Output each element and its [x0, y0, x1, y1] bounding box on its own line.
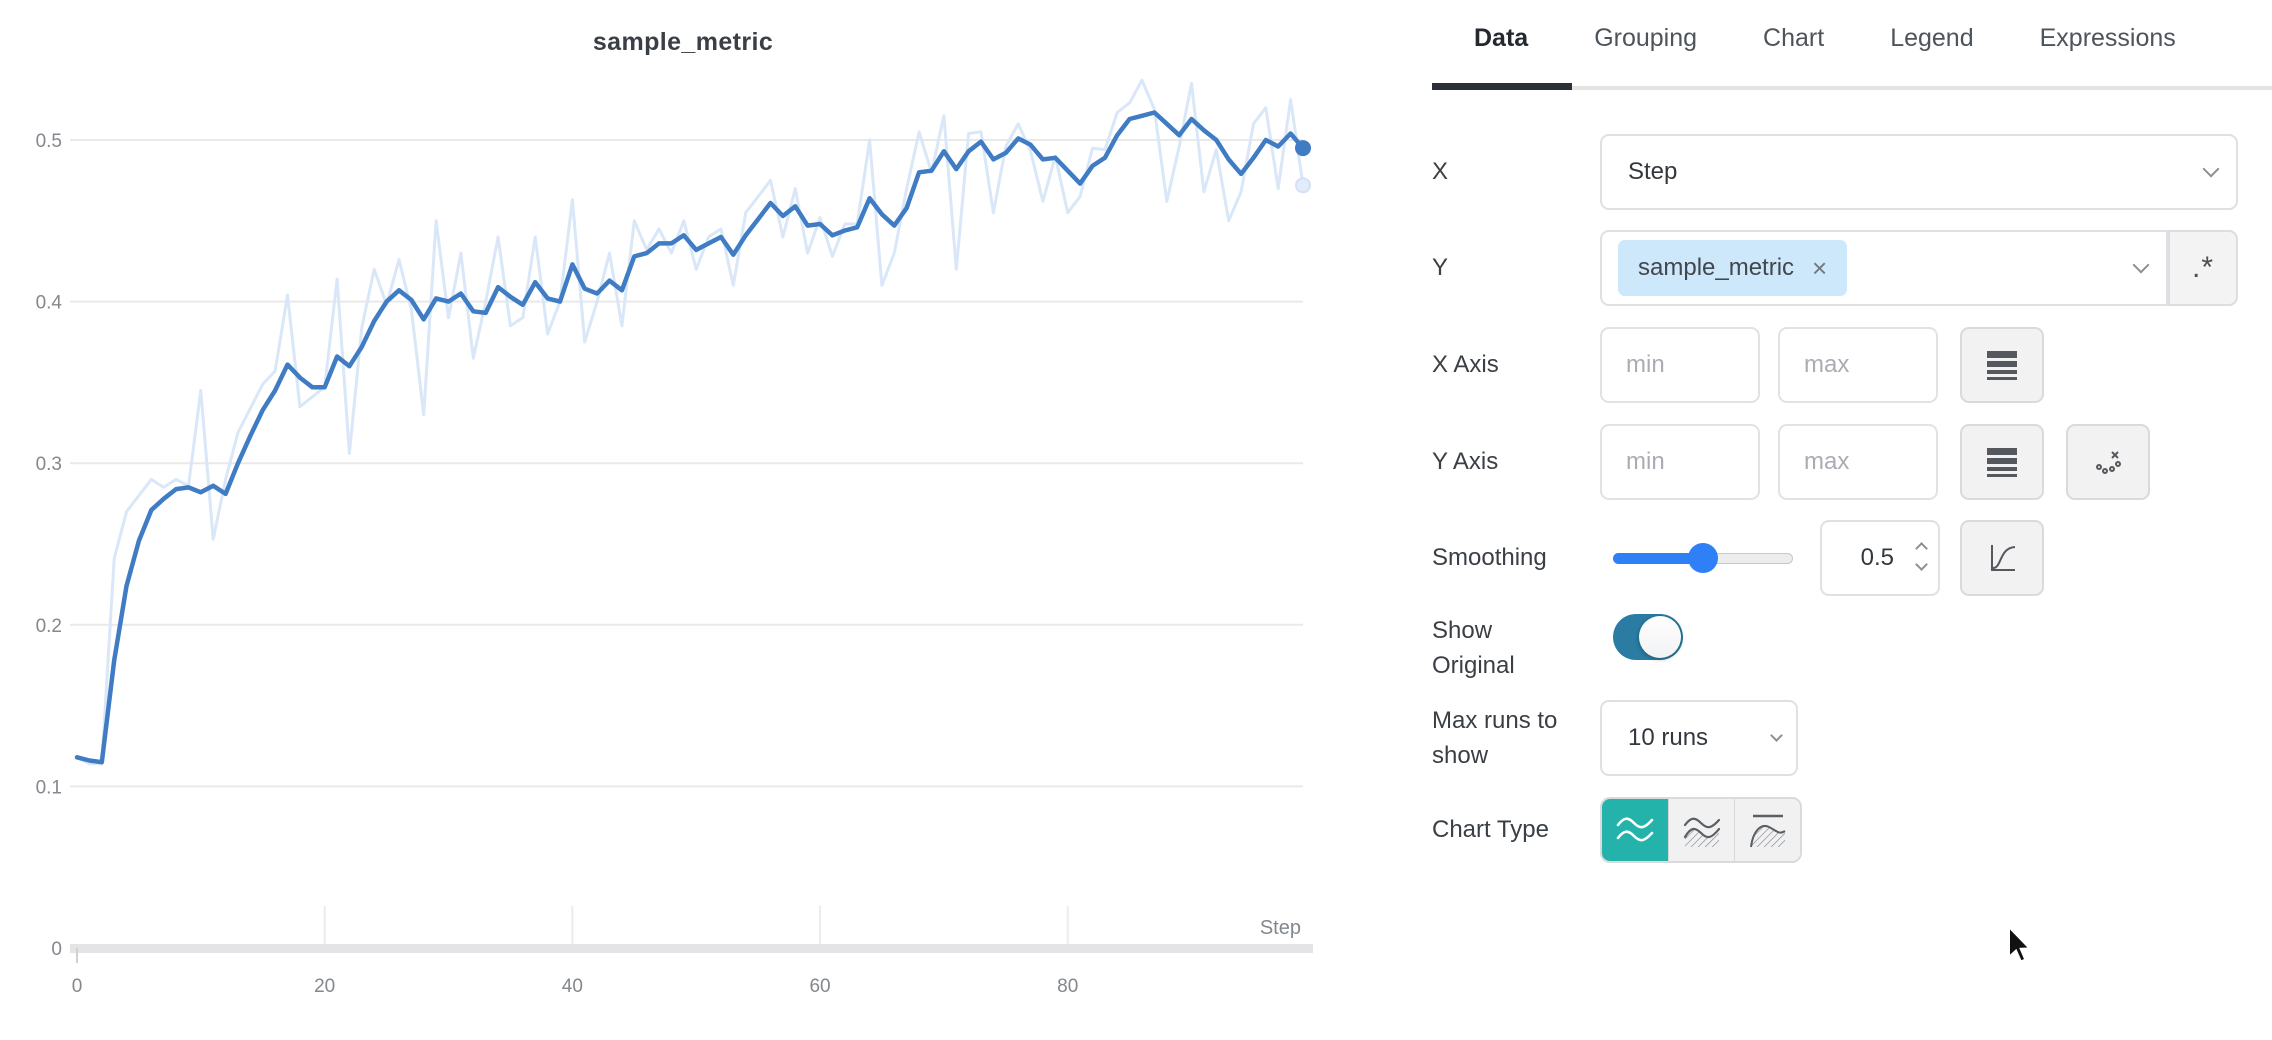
x-tick-label: 60	[809, 976, 830, 997]
smoothing-curve-icon	[1991, 545, 2016, 571]
metric-line-chart[interactable]: 0 0.1 0.2 0.3 0.4 0.5 0 20 40 60 80 Step	[0, 0, 1400, 1040]
slider-knob[interactable]	[1688, 543, 1718, 573]
show-original-label: Show Original	[1432, 617, 1515, 679]
tab-chart[interactable]: Chart	[1763, 24, 1825, 52]
slider-fill	[1613, 553, 1703, 564]
smoothing-stepper	[1904, 541, 1938, 573]
tab-expressions[interactable]: Expressions	[2039, 24, 2176, 52]
x-axis-title: Step	[1260, 917, 1301, 939]
row-show-original: Show Original	[1432, 608, 2272, 698]
y-tick-label: 0.2	[36, 616, 62, 637]
tab-underline	[1432, 86, 2272, 90]
remove-metric-icon[interactable]: ×	[1812, 253, 1828, 283]
row-smoothing: Smoothing 0.5	[1432, 520, 2272, 596]
stepper-down-icon[interactable]	[1914, 557, 1928, 571]
row-y: Y sample_metric × .*	[1432, 230, 2272, 306]
chart-type-area-button[interactable]	[1668, 799, 1734, 861]
row-y-axis: Y Axis	[1432, 424, 2272, 500]
y-axis-label: Y Axis	[1432, 448, 1499, 475]
y-tick-label: 0.5	[36, 131, 62, 152]
mouse-cursor	[2008, 926, 2032, 963]
chevron-down-icon	[2116, 256, 2166, 274]
y-label: Y	[1432, 254, 1449, 281]
line-plot-icon	[1616, 817, 1654, 842]
chart-type-group	[1600, 797, 1802, 863]
x-tick-label: 40	[562, 976, 583, 997]
ignore-outliers-icon	[2096, 451, 2121, 474]
chevron-down-icon	[2186, 160, 2236, 178]
metric-chip[interactable]: sample_metric ×	[1618, 240, 1848, 296]
y-tick-label: 0.1	[36, 777, 62, 798]
row-chart-type: Chart Type	[1432, 797, 2272, 863]
tab-data[interactable]: Data	[1474, 24, 1529, 52]
y-metric-select[interactable]: sample_metric ×	[1600, 230, 2168, 306]
percentile-plot-icon	[1749, 814, 1786, 848]
max-runs-label: Max runs to show	[1432, 707, 1558, 769]
smoothing-value: 0.5	[1860, 544, 1894, 571]
x-axis-log-scale-button[interactable]	[1960, 327, 2044, 403]
ignore-outliers-button[interactable]	[2066, 424, 2150, 500]
x-axis-line	[70, 944, 1313, 953]
chart-title: sample_metric	[592, 28, 774, 56]
log-scale-icon	[1987, 447, 2017, 477]
log-scale-icon	[1987, 350, 2017, 380]
x-metric-select[interactable]: Step	[1600, 134, 2238, 210]
x-axis-max-input[interactable]	[1778, 327, 1938, 403]
y-tick-label: 0.4	[36, 293, 63, 314]
toggle-knob	[1639, 616, 1681, 658]
smoothing-label: Smoothing	[1432, 544, 1547, 571]
area-plot-icon	[1683, 817, 1720, 847]
original-endpoint-dot	[1295, 177, 1311, 194]
x-tick-label: 20	[314, 976, 335, 997]
tab-grouping[interactable]: Grouping	[1594, 24, 1698, 52]
row-x: X Step	[1432, 134, 2272, 210]
max-runs-value: 10 runs	[1628, 724, 1709, 751]
chevron-down-icon	[1756, 728, 1796, 742]
smoothing-slider[interactable]	[1613, 543, 1793, 573]
x-axis-label: X Axis	[1432, 351, 1499, 378]
metric-chip-label: sample_metric	[1638, 254, 1795, 281]
chart-panel: sample_metric 0 0.1 0.2 0.3 0.4 0.5 0 20 40 60 80 S…	[0, 0, 1400, 1040]
x-axis-min-input[interactable]	[1600, 327, 1760, 403]
y-axis-max-input[interactable]	[1778, 424, 1938, 500]
row-x-axis: X Axis	[1432, 327, 2272, 403]
smoothed-endpoint-dot	[1295, 140, 1311, 157]
x-label: X	[1432, 158, 1449, 185]
x-tick-label: 80	[1057, 976, 1078, 997]
smoothing-type-button[interactable]	[1960, 520, 2044, 596]
row-max-runs: Max runs to show 10 runs	[1432, 700, 2272, 776]
x-tick-label: 0	[72, 976, 83, 997]
y-axis-min-input[interactable]	[1600, 424, 1760, 500]
show-original-toggle[interactable]	[1613, 614, 1683, 660]
smoothed-series-line	[74, 110, 1306, 765]
y-axis-log-scale-button[interactable]	[1960, 424, 2044, 500]
tab-legend[interactable]: Legend	[1890, 24, 1974, 52]
y-tick-label: 0	[51, 939, 62, 960]
x-metric-value: Step	[1628, 158, 1678, 185]
max-runs-select[interactable]: 10 runs	[1600, 700, 1798, 776]
active-tab-indicator	[1432, 83, 1572, 90]
y-tick-label: 0.3	[36, 454, 62, 475]
chart-type-label: Chart Type	[1432, 816, 1549, 843]
settings-panel: Data Grouping Chart Legend Expressions X…	[1432, 0, 2272, 1040]
tab-bar: Data Grouping Chart Legend Expressions	[1432, 0, 2272, 90]
chart-type-line-button[interactable]	[1602, 799, 1668, 861]
chart-type-percentile-button[interactable]	[1734, 799, 1800, 861]
smoothing-value-input[interactable]: 0.5	[1820, 520, 1940, 596]
original-series-line	[76, 78, 1305, 766]
regex-filter-button[interactable]: .*	[2168, 230, 2238, 306]
stepper-up-icon[interactable]	[1914, 541, 1928, 555]
